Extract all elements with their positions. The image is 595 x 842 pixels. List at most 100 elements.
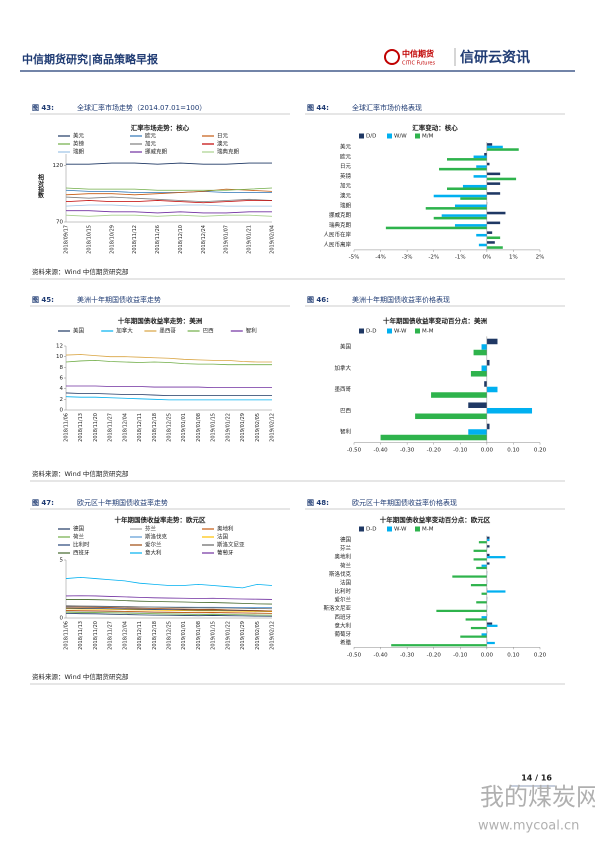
x-tick-label: 2018/11/20 <box>93 413 99 442</box>
brand: 信研云资讯 <box>460 49 530 66</box>
watermark: 我的煤炭网 <box>480 783 595 811</box>
line-series <box>65 605 273 610</box>
x-tick-label: 2019/01/15 <box>211 621 217 650</box>
bar <box>473 349 487 356</box>
bar <box>391 644 487 647</box>
x-tick-label: 0.10 <box>507 448 520 454</box>
bar <box>486 359 490 366</box>
x-tick-label: 0.10 <box>507 653 520 659</box>
line-series <box>65 189 272 193</box>
chart-title: 十年期国债收益率走势：欧元区 <box>115 515 207 524</box>
category-label: 希腊 <box>340 639 352 647</box>
x-tick-label: 2018/12/04 <box>122 413 128 442</box>
y-tick-label: 12 <box>56 344 63 350</box>
bar <box>436 609 487 613</box>
category-label: 英镑 <box>340 172 352 180</box>
x-tick-label: 0.00 <box>481 448 494 454</box>
bar <box>486 236 501 240</box>
legend-label: 意大利 <box>145 549 162 557</box>
category-label: 美元 <box>340 143 352 151</box>
legend-label: W/W <box>394 134 407 140</box>
bar <box>486 162 490 166</box>
x-tick-label: 2018/12/18 <box>152 621 158 650</box>
legend-label: W-W <box>394 527 407 533</box>
bar <box>486 538 490 542</box>
category-label: 墨西哥 <box>334 386 351 393</box>
legend-label: 加拿大 <box>116 327 133 335</box>
legend-swatch <box>415 133 420 139</box>
bar <box>486 590 506 593</box>
legend-label: 美元 <box>73 132 85 140</box>
legend-label: M-M <box>422 527 434 533</box>
category-label: 意大利 <box>334 621 351 629</box>
y-tick-label: 70 <box>56 220 63 226</box>
x-tick-label: 2018/12/11 <box>137 621 143 650</box>
bar <box>486 407 533 414</box>
legend-swatch <box>359 133 364 139</box>
bar <box>431 392 487 398</box>
figure-title: 美洲十年期国债收益率价格表现 <box>352 295 450 304</box>
x-tick-label: -0.40 <box>373 448 388 454</box>
figure-title: 全球汇率市场走势（2014.07.01=100） <box>77 103 206 112</box>
legend-label: 日元 <box>217 133 229 140</box>
line-series <box>65 392 272 396</box>
bar <box>486 241 495 244</box>
bar <box>484 381 487 387</box>
legend-label: 墨西哥 <box>159 328 176 335</box>
legend-label: 加元 <box>145 140 157 148</box>
line-series <box>65 396 272 401</box>
figure-title: 欧元区十年期国债收益率走势 <box>77 498 168 507</box>
category-label: 葡萄牙 <box>334 630 351 638</box>
logo-text: 中信期货 <box>402 49 434 59</box>
category-label: 加元 <box>340 182 352 190</box>
chart-title: 十年期国债收益率变动百分点：美洲 <box>383 316 488 325</box>
bar <box>486 172 501 176</box>
x-tick-label: 2019/01/08 <box>196 621 202 650</box>
x-tick-label: 2019/02/12 <box>270 621 276 650</box>
legend-swatch <box>359 328 364 334</box>
bar <box>476 165 487 168</box>
y-tick-label: 6 <box>60 376 64 382</box>
legend-label: 斯洛文尼亚 <box>217 541 245 549</box>
line-series <box>66 210 272 214</box>
x-tick-label: 2019/01/22 <box>225 413 231 442</box>
y-tick-label: 120 <box>53 163 64 169</box>
bar <box>462 184 487 188</box>
bar <box>486 423 490 430</box>
watermark-url: www.mycoal.cn <box>478 819 579 834</box>
bar <box>473 175 487 178</box>
x-tick-label: 2019/02/05 <box>255 621 261 650</box>
x-tick-label: 2018/11/13 <box>78 621 84 650</box>
x-tick-label: -0.10 <box>453 448 468 454</box>
x-tick-label: 2019/01/29 <box>240 621 246 650</box>
legend-label: 瑞典克朗 <box>217 148 240 156</box>
legend-label: D/D <box>366 134 376 140</box>
figure-title: 欧元区十年期国债收益率价格表现 <box>352 498 457 507</box>
bar <box>486 177 517 181</box>
bar <box>476 601 487 604</box>
category-label: 美国 <box>340 343 352 351</box>
figure-label: 图 45: <box>32 295 54 304</box>
y-tick-label: 0 <box>60 616 64 622</box>
x-tick-label: -0.50 <box>347 653 362 659</box>
bar <box>460 635 487 638</box>
legend-label: 葡萄牙 <box>217 549 234 557</box>
x-tick-label: 2018/12/25 <box>167 413 173 442</box>
bar <box>380 434 487 441</box>
bar <box>425 207 487 210</box>
legend-label: 澳元 <box>217 140 229 148</box>
bar <box>486 556 506 559</box>
x-tick-label: 2018/12/04 <box>122 621 128 650</box>
figure-label: 图 44: <box>307 103 329 112</box>
legend-label: 荷兰 <box>73 533 85 541</box>
x-tick-label: 0.20 <box>534 448 547 454</box>
legend-label: 美国 <box>73 327 85 335</box>
x-tick-label: -0.10 <box>453 653 468 659</box>
x-tick-label: 2% <box>536 255 545 261</box>
x-tick-label: -0.40 <box>373 653 388 659</box>
category-label: 巴西 <box>340 407 352 414</box>
category-label: 芬兰 <box>340 544 352 552</box>
legend-label: 英镑 <box>73 140 85 148</box>
legend-label: D-D <box>366 329 376 335</box>
